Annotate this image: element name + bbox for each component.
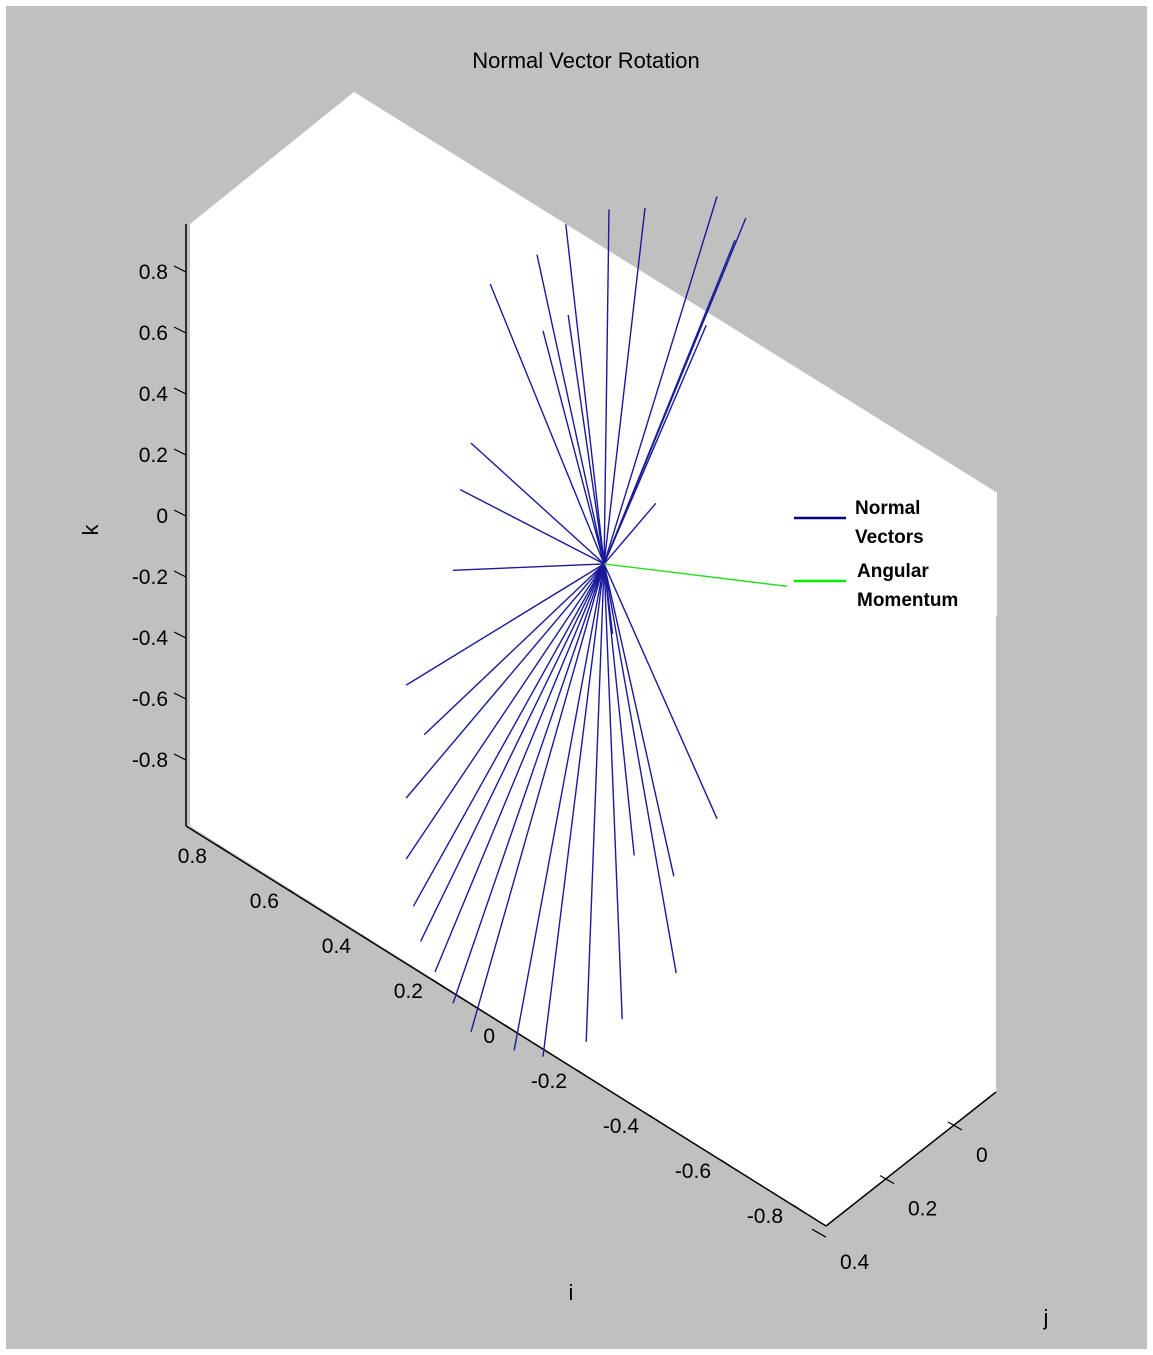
i-tick-mark: [576, 1069, 590, 1079]
normal-vector-line: [603, 239, 736, 565]
normal-vector-line: [603, 563, 718, 819]
i-tick-mark: [792, 1204, 806, 1214]
normal-vector-line: [459, 488, 605, 565]
i-tick-mark: [360, 934, 374, 944]
normal-vector-line: [565, 224, 605, 564]
i-tick-label: 0.4: [322, 935, 352, 958]
k-tick-label: 0.2: [139, 444, 168, 467]
i-tick-label: -0.2: [531, 1070, 567, 1093]
vector-lines-layer: [405, 196, 844, 1057]
normal-vector-line: [603, 325, 707, 565]
normal-vector-line: [434, 563, 605, 973]
k-tick-label: -0.2: [132, 566, 168, 589]
normal-vector-line: [513, 563, 605, 1051]
i-tick-mark: [504, 1024, 518, 1034]
j-tick-mark: [879, 1175, 895, 1185]
chart-title: Normal Vector Rotation: [472, 48, 699, 73]
k-tick-label: -0.4: [132, 627, 169, 650]
normal-vector-line: [603, 563, 677, 974]
normal-vector-line: [412, 563, 605, 907]
i-tick-label: 0.8: [178, 845, 207, 868]
normal-vector-line: [419, 563, 605, 942]
i-tick-label: -0.8: [747, 1205, 783, 1228]
i-tick-mark: [432, 979, 446, 989]
i-tick-label: 0.2: [394, 980, 423, 1003]
normal-vector-line: [603, 208, 646, 564]
i-tick-label: -0.4: [603, 1115, 640, 1138]
i-tick-mark: [648, 1114, 662, 1124]
normal-vector-line: [452, 563, 605, 571]
k-tick-label: 0.6: [139, 322, 168, 345]
j-tick-label: 0.4: [840, 1251, 870, 1274]
j-axis-line: [825, 1091, 997, 1227]
legend-label-momentum-line1: Angular: [857, 561, 929, 582]
k-tick-label: -0.8: [132, 749, 168, 772]
i-axis-label: i: [569, 1280, 574, 1305]
normal-vector-line: [405, 563, 605, 799]
k-tick-mark: [173, 570, 187, 578]
k-tick-mark: [173, 753, 187, 761]
i-tick-label: -0.6: [675, 1160, 711, 1183]
normal-vector-line: [489, 283, 605, 565]
legend-label-momentum-line2: Momentum: [857, 590, 958, 611]
normal-vector-line: [603, 196, 718, 565]
j-tick-label: 0.2: [908, 1198, 937, 1221]
j-axis-label: j: [1043, 1305, 1049, 1330]
normal-vector-line: [585, 563, 605, 1042]
k-axis-label: k: [78, 524, 103, 536]
k-tick-mark: [173, 692, 187, 700]
k-tick-label: 0.8: [139, 261, 168, 284]
normal-vector-line: [423, 563, 605, 736]
k-tick-mark: [173, 326, 187, 334]
i-tick-mark: [720, 1159, 734, 1169]
normal-vector-line: [542, 563, 605, 1057]
i-tick-label: 0.6: [250, 890, 279, 913]
k-tick-mark: [173, 448, 187, 456]
k-tick-mark: [173, 387, 187, 395]
normal-vector-line: [603, 209, 610, 564]
k-tick-mark: [173, 509, 187, 517]
k-tick-label: -0.6: [132, 688, 168, 711]
normal-vector-line: [567, 314, 605, 564]
normal-vector-line: [405, 563, 605, 860]
legend: Normal Vectors Angular Momentum: [787, 492, 997, 616]
legend-label-normal-line1: Normal: [855, 498, 920, 519]
normal-vector-line: [603, 502, 657, 565]
j-tick-mark: [947, 1121, 963, 1131]
normal-vector-line: [603, 563, 635, 856]
k-tick-label: 0.4: [139, 383, 169, 406]
j-tick-label: 0: [976, 1144, 988, 1167]
legend-box: [787, 492, 997, 616]
normal-vector-line: [542, 330, 605, 565]
normal-vector-line: [603, 563, 623, 1020]
i-tick-mark: [288, 889, 302, 899]
k-tick-mark: [173, 631, 187, 639]
ticks-layer: 0.8 0.6 0.4 0.2 0 -0.2 -0.4 -0.6 -0.8 0.8 0.6 0.4 0.…: [132, 261, 988, 1274]
i-tick-label: 0: [483, 1025, 495, 1048]
normal-vector-line: [470, 563, 605, 1032]
j-tick-mark: [811, 1228, 827, 1238]
k-tick-label: 0: [156, 505, 168, 528]
normal-vector-line: [536, 254, 605, 565]
i-tick-mark: [216, 844, 230, 854]
normal-vector-line: [470, 442, 605, 565]
normal-vector-line: [603, 563, 675, 877]
legend-label-normal-line2: Vectors: [855, 527, 924, 548]
k-tick-mark: [173, 265, 187, 273]
normal-vector-line: [452, 563, 605, 1004]
normal-vector-line: [405, 563, 605, 686]
